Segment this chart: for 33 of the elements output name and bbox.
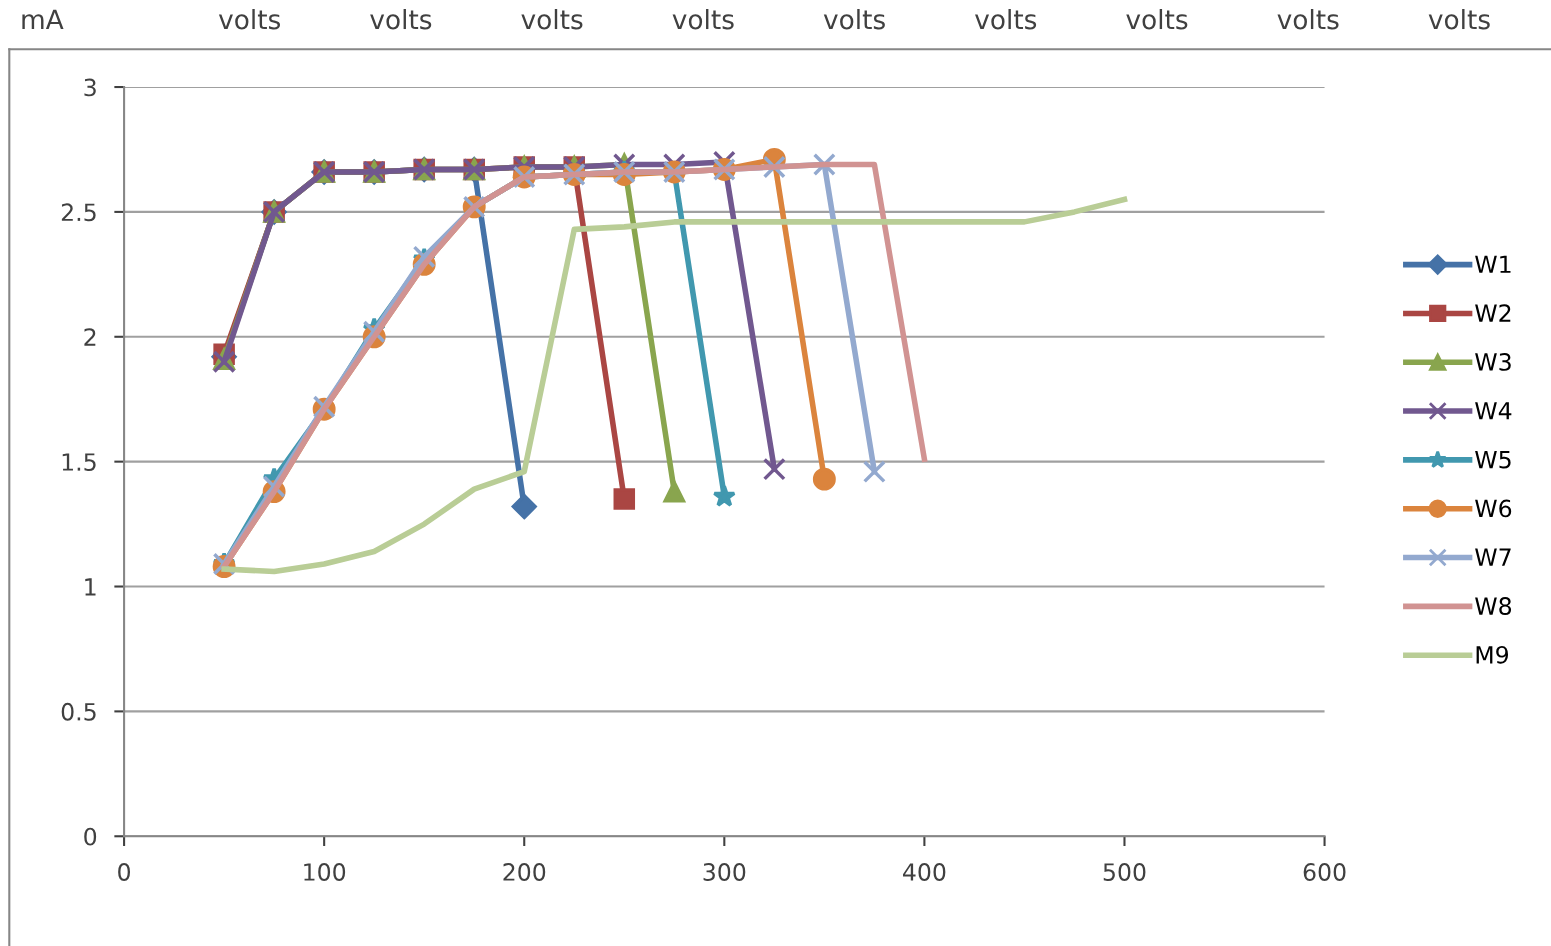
y-tick-label: 2 <box>84 328 96 346</box>
text: volts <box>370 8 432 30</box>
legend-label: W3 <box>1475 352 1511 371</box>
x-tick-label: 100 <box>304 863 346 881</box>
x-tick-label: 0 <box>118 863 131 881</box>
y-tick-label: 0 <box>84 827 97 846</box>
legend-label: W4 <box>1475 402 1512 420</box>
legend-label: W2 <box>1475 304 1511 322</box>
y-tick-label: 2.5 <box>61 203 96 222</box>
y-tick-label: 1 <box>85 578 96 596</box>
y-tick-label: 1.5 <box>62 453 96 471</box>
text: volts <box>218 8 281 30</box>
legend-label: W7 <box>1475 548 1511 566</box>
legend-label: M9 <box>1476 645 1509 664</box>
x-tick-label: 600 <box>1303 863 1346 881</box>
text: volts <box>975 8 1037 30</box>
text: mA <box>22 9 64 30</box>
y-tick-label: 0.5 <box>61 702 96 721</box>
legend-label: W5 <box>1475 450 1511 469</box>
text: volts <box>521 8 583 30</box>
legend-label: W6 <box>1475 499 1512 518</box>
legend-label: W1 <box>1475 255 1511 273</box>
y-tick-label: 3 <box>84 78 96 97</box>
legend-label: W8 <box>1475 597 1512 615</box>
text: volts <box>672 8 734 30</box>
x-tick-label: 300 <box>703 863 746 881</box>
text: volts <box>1428 8 1490 30</box>
text: volts <box>1277 8 1339 30</box>
x-tick-label: 200 <box>503 863 546 881</box>
text: volts <box>823 8 885 30</box>
x-tick-label: 400 <box>903 863 946 881</box>
x-tick-label: 500 <box>1103 863 1146 881</box>
text: volts <box>1126 8 1188 30</box>
